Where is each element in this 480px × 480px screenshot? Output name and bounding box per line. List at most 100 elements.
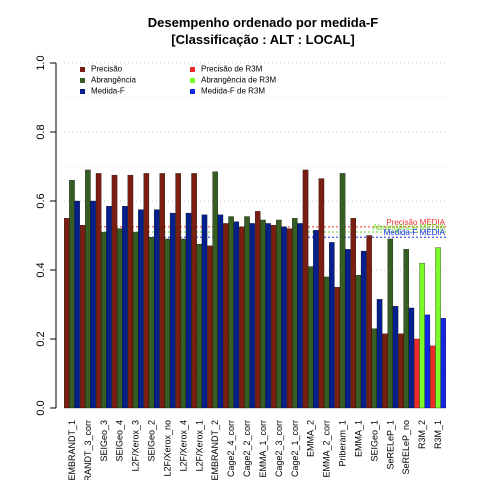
x-tick-label: EMMA_2 [306,420,316,457]
bar [143,173,150,409]
bar [350,218,357,409]
reference-line-label: Abrangência MÉDIA [373,223,446,232]
legend-swatch [80,67,85,72]
bar [101,231,107,409]
x-tick-label: R3M_1 [433,420,443,449]
bar [106,206,112,409]
x-tick-label: SeRELeP_no [401,420,411,475]
bar [111,174,118,409]
bar [185,212,192,409]
bar [180,238,187,409]
y-tick-label: 0.6 [35,193,47,208]
bar [307,266,314,409]
legend: Precisão Abrangência Medida-F Precisão de R… [80,65,276,96]
legend-swatch [190,78,195,83]
bar [398,333,404,409]
x-tick-label: Cage2_3_corr [274,420,284,477]
x-tick-label: R3M_2 [417,420,427,449]
legend-swatch [80,78,85,83]
bar [430,345,436,409]
bar [85,169,91,409]
bar [122,206,128,409]
bar [387,238,394,409]
bar [323,276,330,409]
legend-swatch [190,89,195,94]
bar [435,247,441,409]
x-tick-label: SEIGeo_4 [115,420,125,462]
bar [366,235,372,409]
x-tick-label: L2F/Xerox_3 [131,420,141,472]
x-tick-label: EMBRANDT_1 [67,420,77,480]
x-tick-label: EMBRANDT_3_corr [83,420,93,480]
x-tick-label: L2F/Xerox_4 [178,420,188,472]
legend-swatch [190,67,195,72]
bar [344,249,351,409]
bar [95,173,102,409]
x-tick-label: EMMA_1_corr [258,420,268,478]
x-tick-label: Cage2_2_corr [242,420,252,477]
y-tick-label: 0.4 [35,262,47,277]
legend-label: Medida-F de R3M [201,87,265,96]
chart-subtitle: [Classificação : ALT : LOCAL] [171,32,354,47]
bar [382,333,388,409]
bar [201,214,208,409]
bar [212,171,218,409]
x-tick-label: Cage2_1_corr [290,420,300,477]
bar [339,173,346,409]
bar [286,228,293,409]
bars [64,169,446,409]
legend-label: Precisão de R3M [201,65,263,74]
bar [148,237,155,409]
x-tick-label: L2F/Xerox_1 [194,420,204,472]
bar [440,318,446,409]
bar [116,228,123,409]
bar [175,173,181,409]
bar [90,200,96,409]
y-tick-label: 0.8 [35,124,47,139]
bar [79,224,86,409]
bar [74,200,80,409]
reference-line-label: Precisão MÉDIA [386,218,445,227]
bar [371,328,378,409]
bar [217,214,224,409]
bar [292,218,298,409]
bar [419,262,425,409]
bar [414,338,420,409]
bar [228,216,234,409]
bar [281,226,287,409]
x-tick-label: Cage2_4_corr [226,420,236,477]
bar [376,299,383,409]
x-tick-label: EMMA_1 [353,420,363,457]
bar [265,223,271,409]
bar [196,243,203,409]
y-axis: 0.0 0.2 0.4 0.6 0.8 1.0 [35,55,57,416]
chart-title: Desempenho ordenado por medida-F [148,15,378,30]
x-tick-label: SEIGeo_2 [147,420,157,462]
bar [360,250,367,409]
bar [159,173,166,409]
bar [207,245,213,409]
legend-label: Abrangência [91,76,136,85]
bar [239,226,245,409]
bar [297,223,303,409]
bar [318,178,325,409]
x-tick-label: L2F/Xerox_no [162,420,172,477]
bar [249,223,255,409]
bar [132,231,139,409]
x-tick-label: EMMA_2_corr [322,420,332,478]
bar [270,224,277,409]
bar [127,174,134,409]
legend-label: Precisão [91,65,123,74]
bar [313,230,319,409]
reference-line-label: Medida-F MÉDIA [384,228,446,237]
bar [164,238,171,409]
x-tick-labels: EMBRANDT_1 EMBRANDT_3_corr SEIGeo_3 SEIGeo_… [67,420,443,480]
legend-swatch [80,89,85,94]
bar [223,223,229,409]
x-tick-label: SEIGeo_1 [369,420,379,462]
bar [255,211,261,409]
bar [260,219,266,409]
bar [424,314,431,409]
bar [244,216,250,409]
